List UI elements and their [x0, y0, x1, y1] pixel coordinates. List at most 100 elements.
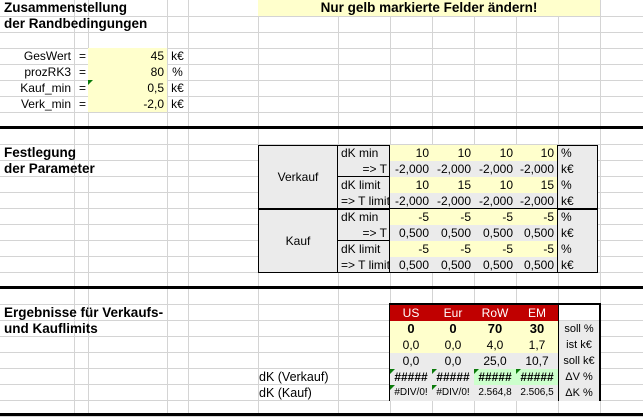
- input-label: prozRK3: [24, 65, 71, 79]
- section-title: Ergebnisse für Verkaufs-: [4, 305, 164, 320]
- input-value[interactable]: -2,0: [88, 96, 167, 112]
- result-label: dK (Verkauf): [259, 370, 329, 384]
- gridline: [0, 48, 643, 49]
- unit-label: k€: [561, 194, 574, 208]
- row-label: dK min: [337, 209, 390, 225]
- result-value: 4,0: [474, 337, 516, 353]
- parameter-input[interactable]: 10: [516, 145, 558, 161]
- parameter-input[interactable]: 10: [390, 177, 432, 193]
- section-divider: [0, 286, 643, 289]
- input-unit: k€: [171, 97, 184, 111]
- parameter-input[interactable]: 10: [474, 177, 516, 193]
- parameter-input[interactable]: 10: [432, 145, 474, 161]
- column-header: RoW: [474, 305, 516, 321]
- result-value: #####: [432, 369, 474, 385]
- row-label: => T: [337, 225, 390, 241]
- column-header: US: [390, 305, 432, 321]
- row-label: dK limit: [337, 177, 390, 193]
- row-label: => T: [337, 161, 390, 177]
- unit-label: k€: [561, 258, 574, 272]
- parameter-value: 0,500: [398, 258, 429, 272]
- result-value: 1,7: [516, 337, 558, 353]
- input-unit: %: [172, 65, 183, 79]
- result-value: 0,0: [390, 353, 432, 369]
- equals-sign: =: [79, 65, 87, 79]
- result-value: 25,0: [474, 353, 516, 369]
- gridline: [0, 16, 643, 17]
- input-value[interactable]: 80: [88, 64, 167, 80]
- parameter-input[interactable]: -5: [516, 241, 558, 257]
- equals-sign: =: [79, 81, 87, 95]
- parameter-value: 0,500: [482, 258, 513, 272]
- row-label: dK limit: [337, 241, 390, 257]
- unit-label: %: [561, 146, 572, 160]
- parameter-input[interactable]: -5: [474, 241, 516, 257]
- parameter-value: -2,000: [394, 162, 429, 176]
- parameter-input[interactable]: -5: [432, 209, 474, 225]
- result-value: #####: [516, 369, 558, 385]
- result-value: 0: [390, 321, 432, 337]
- input-value[interactable]: 45: [88, 48, 167, 64]
- result-unit: ΔK %: [559, 385, 599, 401]
- parameter-input[interactable]: -5: [390, 241, 432, 257]
- parameter-input[interactable]: 10: [474, 145, 516, 161]
- result-unit: soll k€: [559, 353, 599, 369]
- row-label: dK min: [337, 145, 390, 161]
- result-value: 0: [432, 321, 474, 337]
- result-value: 0,0: [432, 337, 474, 353]
- parameter-input[interactable]: -5: [516, 209, 558, 225]
- parameter-value: -2,000: [436, 162, 471, 176]
- gridline: [0, 96, 643, 97]
- group-label: Verkauf: [277, 170, 319, 184]
- row-label: => T limit: [337, 257, 390, 273]
- parameter-input[interactable]: -5: [474, 209, 516, 225]
- unit-label: %: [561, 210, 572, 224]
- parameter-value: -2,000: [394, 194, 429, 208]
- gridline: [0, 384, 643, 385]
- result-value: #DIV/0!: [390, 385, 432, 401]
- input-label: GesWert: [23, 49, 71, 63]
- gridline: [0, 368, 643, 369]
- result-value: #####: [390, 369, 432, 385]
- section-title: Zusammenstellung: [4, 0, 128, 15]
- result-label: dK (Kauf): [259, 386, 312, 400]
- gridline: [0, 144, 643, 145]
- column-header: Eur: [432, 305, 474, 321]
- parameter-input[interactable]: -5: [390, 209, 432, 225]
- input-value[interactable]: 0,5: [88, 80, 167, 96]
- parameter-input[interactable]: 15: [516, 177, 558, 193]
- section-title: der Randbedingungen: [4, 16, 148, 31]
- parameter-value: -2,000: [436, 194, 471, 208]
- parameter-input[interactable]: 10: [390, 145, 432, 161]
- section-title: Festlegung: [4, 145, 77, 160]
- parameter-value: 0,500: [398, 226, 429, 240]
- group-label: Kauf: [285, 234, 311, 248]
- result-unit: ist k€: [559, 337, 599, 353]
- result-value: 10,7: [516, 353, 558, 369]
- gridline: [0, 304, 643, 305]
- result-value: 0,0: [390, 337, 432, 353]
- gridline: [0, 320, 643, 321]
- gridline: [0, 80, 643, 81]
- unit-label: k€: [561, 162, 574, 176]
- result-unit: soll %: [559, 321, 599, 337]
- parameter-input[interactable]: 15: [432, 177, 474, 193]
- column-header: EM: [516, 305, 558, 321]
- gridline: [0, 352, 643, 353]
- result-value: #DIV/0!: [432, 385, 474, 401]
- input-unit: k€: [171, 49, 184, 63]
- equals-sign: =: [79, 49, 87, 63]
- result-value: #####: [474, 369, 516, 385]
- result-value: 0,0: [432, 353, 474, 369]
- section-title: der Parameter: [4, 161, 95, 176]
- parameter-value: -2,000: [516, 193, 558, 209]
- parameter-input[interactable]: -5: [432, 241, 474, 257]
- parameter-value: -2,000: [478, 162, 513, 176]
- parameter-value: 0,500: [440, 226, 471, 240]
- parameter-value: 0,500: [516, 225, 558, 241]
- equals-sign: =: [79, 97, 87, 111]
- gridline: [0, 336, 643, 337]
- row-label: => T limit: [337, 193, 390, 209]
- gridline: [0, 32, 643, 33]
- result-value: 30: [516, 321, 558, 337]
